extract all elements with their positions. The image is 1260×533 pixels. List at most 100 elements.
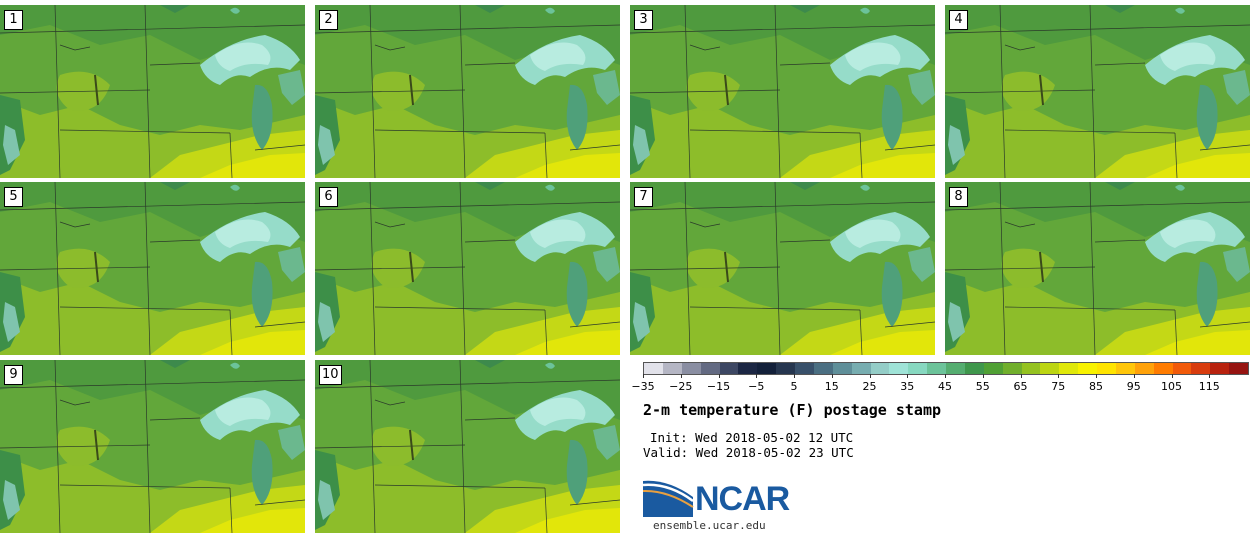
colorbar-segment (1115, 363, 1135, 374)
temperature-map (630, 5, 935, 178)
colorbar-segment (927, 363, 946, 374)
colorbar-tick-label: 35 (900, 380, 915, 393)
colorbar-tick-label: 5 (790, 380, 798, 393)
colorbar-segment (1191, 363, 1211, 374)
init-time: Init: Wed 2018-05-02 12 UTC (650, 430, 854, 445)
temperature-map (0, 360, 305, 533)
map-panel-6: 6 (315, 182, 620, 355)
colorbar-tick-label: 115 (1198, 380, 1220, 393)
colorbar-segment (1040, 363, 1060, 374)
colorbar-tick-mark (756, 374, 758, 378)
colorbar-segment (795, 363, 814, 374)
colorbar-segment (870, 363, 890, 374)
colorbar-segment (964, 363, 984, 374)
map-panel-5: 5 (0, 182, 305, 355)
ncar-logo-text: NCAR (695, 480, 790, 518)
colorbar-tick-mark (1058, 374, 1060, 378)
colorbar-tick-mark (1209, 374, 1211, 378)
map-panel-9: 9 (0, 360, 305, 533)
colorbar-tick-mark (1171, 374, 1173, 378)
temperature-map (315, 5, 620, 178)
map-panel-10: 10 (315, 360, 620, 533)
map-panel-3: 3 (630, 5, 935, 178)
colorbar-segment (983, 363, 1003, 374)
colorbar-tick-label: −5 (748, 380, 765, 393)
colorbar-segment (1002, 363, 1022, 374)
colorbar-tick-mark (1096, 374, 1097, 378)
colorbar-segment (1021, 363, 1041, 374)
panel-number-label: 4 (949, 10, 968, 30)
colorbar-segment (1059, 363, 1079, 374)
panel-number-label: 6 (319, 187, 338, 207)
map-panel-4: 4 (945, 5, 1250, 178)
colorbar-tick-label: 55 (975, 380, 990, 393)
figure-title: 2-m temperature (F) postage stamp (643, 401, 942, 419)
colorbar-tick-label: 45 (938, 380, 952, 393)
temperature-map (945, 5, 1250, 178)
panel-number-label: 8 (949, 187, 968, 207)
temperature-map (315, 360, 620, 533)
colorbar-segment (1097, 363, 1116, 374)
colorbar-tick-mark (907, 374, 909, 378)
colorbar-segment (719, 363, 739, 374)
panel-number-label: 5 (4, 187, 23, 207)
colorbar-tick-mark (680, 374, 682, 378)
panel-number-label: 1 (4, 10, 23, 30)
temperature-colorbar (643, 362, 1249, 375)
panel-number-label: 10 (319, 365, 342, 385)
colorbar-tick-mark (982, 374, 984, 378)
colorbar-segment (662, 363, 682, 374)
colorbar-tick-mark (831, 374, 833, 378)
colorbar-tick-mark (1133, 374, 1135, 378)
colorbar-segment (644, 363, 663, 374)
colorbar-tick-label: −15 (706, 380, 731, 393)
temperature-map (315, 182, 620, 355)
colorbar-segment (851, 363, 871, 374)
map-panel-2: 2 (315, 5, 620, 178)
colorbar-tick-mark (945, 374, 946, 378)
temperature-map (0, 5, 305, 178)
colorbar-tick-mark (794, 374, 795, 378)
colorbar-segment (813, 363, 833, 374)
site-url: ensemble.ucar.edu (653, 519, 766, 532)
map-panel-8: 8 (945, 182, 1250, 355)
colorbar-segment (1153, 363, 1173, 374)
colorbar-tick-label: 85 (1089, 380, 1103, 393)
colorbar-segment (776, 363, 795, 374)
ncar-logo-icon (643, 480, 694, 517)
colorbar-tick-label: 25 (862, 380, 877, 393)
colorbar-segment (832, 363, 852, 374)
colorbar-segment (1134, 363, 1154, 374)
colorbar-segment (738, 363, 758, 374)
colorbar-segment (1078, 363, 1097, 374)
colorbar-tick-label: 15 (824, 380, 839, 393)
temperature-map (630, 182, 935, 355)
colorbar-segment (757, 363, 777, 374)
colorbar-tick-mark (643, 374, 644, 378)
colorbar-segment (681, 363, 701, 374)
colorbar-tick-label: 65 (1013, 380, 1028, 393)
colorbar-segment (1210, 363, 1230, 374)
colorbar-segment (1229, 363, 1248, 374)
colorbar-tick-label: 105 (1161, 380, 1182, 393)
colorbar-tick-mark (718, 374, 720, 378)
colorbar-segment (700, 363, 720, 374)
colorbar-segment (889, 363, 909, 374)
panel-number-label: 3 (634, 10, 653, 30)
colorbar-segment (1172, 363, 1192, 374)
map-panel-1: 1 (0, 5, 305, 178)
panel-number-label: 9 (4, 365, 23, 385)
panel-number-label: 7 (634, 187, 653, 207)
colorbar-tick-label: −25 (669, 380, 693, 393)
temperature-map (945, 182, 1250, 355)
colorbar-segment (908, 363, 928, 374)
map-panel-7: 7 (630, 182, 935, 355)
temperature-map (0, 182, 305, 355)
colorbar-tick-label: 95 (1126, 380, 1141, 393)
valid-time: Valid: Wed 2018-05-02 23 UTC (643, 445, 854, 460)
panel-number-label: 2 (319, 10, 338, 30)
colorbar-tick-label: 75 (1051, 380, 1066, 393)
colorbar-tick-mark (869, 374, 871, 378)
colorbar-tick-mark (1020, 374, 1022, 378)
colorbar-tick-label: −35 (631, 380, 655, 393)
